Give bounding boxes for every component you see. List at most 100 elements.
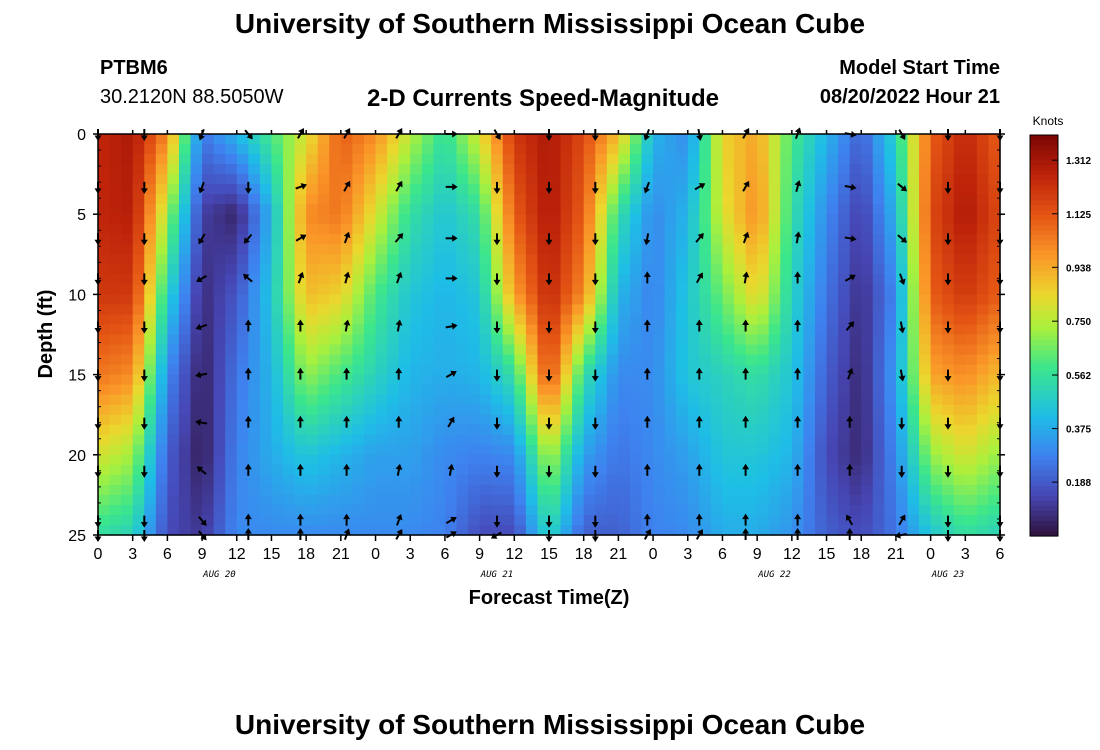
heatmap-cell: [410, 374, 423, 386]
heatmap-cell: [248, 364, 261, 376]
current-arrow: [343, 180, 351, 192]
heatmap-cell: [225, 484, 238, 496]
heatmap-cell: [803, 324, 816, 336]
heatmap-cell: [988, 404, 1001, 416]
heatmap-cell: [826, 394, 839, 406]
heatmap-cell: [641, 404, 654, 416]
heatmap-cell: [491, 444, 504, 456]
heatmap-cell: [884, 234, 897, 245]
heatmap-cell: [167, 464, 180, 476]
heatmap-cell: [664, 364, 677, 376]
heatmap-cell: [444, 204, 458, 215]
heatmap-cell: [595, 284, 608, 296]
heatmap-cell: [340, 194, 354, 205]
heatmap-cell: [109, 524, 122, 536]
heatmap-cell: [479, 244, 492, 255]
heatmap-cell: [768, 354, 781, 366]
heatmap-cell: [236, 184, 249, 195]
heatmap-cell: [838, 514, 851, 526]
heatmap-cell: [398, 154, 411, 165]
heatmap-cell: [722, 484, 735, 496]
heatmap-cell: [491, 264, 504, 275]
heatmap-cell: [421, 484, 434, 496]
heatmap-cell: [259, 454, 273, 466]
heatmap-cell: [814, 454, 828, 466]
heatmap-cell: [121, 454, 134, 466]
heatmap-cell: [340, 484, 354, 496]
heatmap-cell: [861, 194, 874, 205]
heatmap-cell: [549, 414, 562, 426]
heatmap-cell: [283, 254, 296, 265]
heatmap-cell: [248, 144, 261, 155]
current-arrow: [493, 233, 501, 246]
heatmap-cell: [965, 354, 978, 366]
heatmap-cell: [248, 424, 261, 436]
heatmap-cell: [456, 134, 469, 145]
heatmap-cell: [502, 444, 515, 456]
x-tick-label: 15: [263, 546, 281, 563]
heatmap-cell: [826, 494, 839, 506]
heatmap-cell: [444, 404, 458, 416]
heatmap-cell: [375, 394, 388, 406]
heatmap-cell: [734, 214, 747, 225]
heatmap-cell: [942, 294, 955, 306]
heatmap-cell: [629, 364, 643, 376]
heatmap-cell: [687, 234, 700, 245]
heatmap-cell: [549, 514, 562, 526]
heatmap-cell: [421, 244, 434, 255]
heatmap-cell: [491, 484, 504, 496]
heatmap-cell: [849, 404, 862, 416]
heatmap-cell: [121, 474, 134, 486]
heatmap-cell: [895, 394, 909, 406]
colorbar-segment: [1030, 140, 1058, 146]
current-arrow: [545, 321, 553, 334]
heatmap-cell: [618, 194, 631, 205]
heatmap-cell: [768, 364, 781, 376]
heatmap-cell: [814, 394, 828, 406]
heatmap-cell: [676, 134, 689, 145]
heatmap-cell: [583, 364, 596, 376]
heatmap-cell: [710, 274, 724, 285]
colorbar-segment: [1030, 205, 1058, 211]
heatmap-cell: [629, 254, 643, 265]
heatmap-cell: [849, 294, 862, 306]
heatmap-cell: [942, 454, 955, 466]
heatmap-cell: [930, 214, 943, 225]
heatmap-cell: [907, 414, 920, 426]
heatmap-cell: [618, 394, 631, 406]
heatmap-cell: [907, 344, 920, 356]
heatmap-cell: [144, 194, 157, 205]
heatmap-cell: [398, 324, 411, 336]
heatmap-cell: [468, 214, 481, 225]
heatmap-cell: [387, 164, 400, 175]
heatmap-cell: [791, 134, 805, 145]
heatmap-cell: [838, 234, 851, 245]
heatmap-cell: [479, 484, 492, 496]
heatmap-cell: [456, 384, 469, 396]
heatmap-cell: [387, 474, 400, 486]
heatmap-cell: [178, 264, 192, 275]
current-arrow: [343, 319, 351, 332]
heatmap-cell: [283, 264, 296, 275]
heatmap-cell: [872, 474, 885, 486]
heatmap-cell: [433, 194, 446, 205]
heatmap-cell: [849, 154, 862, 165]
heatmap-cell: [306, 314, 319, 326]
heatmap-cell: [976, 514, 990, 526]
heatmap-cell: [861, 384, 874, 396]
heatmap-cell: [479, 454, 492, 466]
heatmap-cell: [537, 334, 550, 346]
heatmap-cell: [421, 414, 434, 426]
heatmap-cell: [190, 414, 203, 426]
heatmap-cell: [306, 244, 319, 255]
colorbar-segment: [1030, 470, 1058, 477]
heatmap-cell: [109, 454, 122, 466]
heatmap-cell: [814, 164, 828, 175]
heatmap-cell: [421, 404, 434, 416]
heatmap-cell: [479, 184, 492, 195]
heatmap-cell: [953, 484, 966, 496]
heatmap-cell: [352, 404, 365, 416]
heatmap-cell: [514, 464, 527, 476]
heatmap-cell: [965, 214, 978, 225]
